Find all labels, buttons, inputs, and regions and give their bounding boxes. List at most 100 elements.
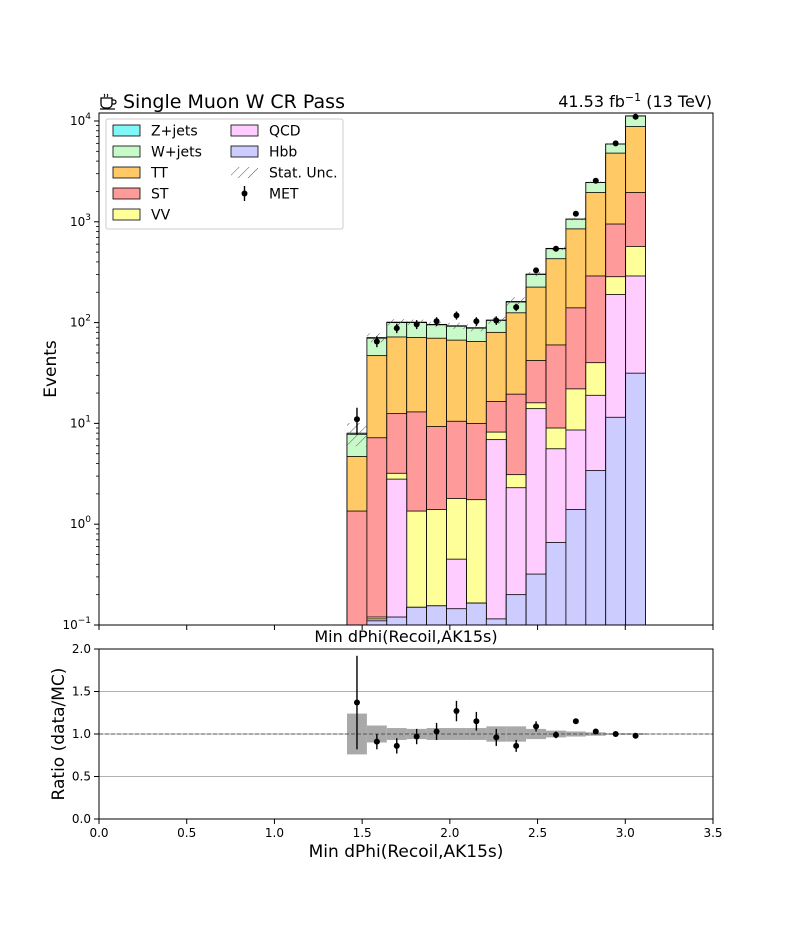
stack-bar-hbb-12	[585, 470, 607, 625]
ratio-point-13	[612, 731, 619, 737]
main-y-tick-label-0: 10−1	[62, 616, 91, 632]
ratio-x-tick-label-3: 1.5	[353, 826, 372, 840]
main-y-tick-label-5: 104	[70, 112, 91, 128]
main-y-tick-label-2: 101	[70, 414, 91, 430]
ratio-point-2	[393, 742, 400, 749]
legend-label-qcd: QCD	[269, 124, 301, 140]
data-point-11	[572, 210, 579, 217]
stat-unc-box-5	[446, 322, 467, 329]
ratio-point-1	[373, 738, 380, 745]
data-point-2	[393, 325, 400, 332]
ratio-point-9	[533, 723, 540, 730]
ratio-y-axis: 0.0 0.5 1.0 1.5 2.0	[72, 642, 99, 826]
stack-bar-hbb-5	[446, 608, 467, 625]
main-x-axis-label: Min dPhi(Recoil,AK15s)	[314, 627, 497, 646]
ratio-x-tick-label-4: 2.0	[440, 826, 459, 840]
legend-label-hbb: Hbb	[269, 145, 297, 161]
stack-bar-qcd-2	[386, 478, 408, 625]
legend-swatch-z-jets	[112, 124, 141, 137]
legend-label-st: ST	[151, 187, 169, 203]
main-y-tick-label-1: 100	[70, 515, 91, 531]
stack-bar-hbb-7	[485, 618, 507, 625]
ratio-band-box-9	[526, 728, 547, 740]
ratio-y-tick-label-1: 0.5	[72, 770, 91, 784]
legend-frame	[105, 118, 344, 230]
data-point-14	[632, 113, 639, 120]
main-y-axis-label: Events	[41, 340, 61, 398]
main-plot: 10−1 100 101 102 103 104 Events Min dPhi(Reco…	[41, 112, 714, 646]
ratio-point-11	[572, 718, 579, 725]
legend-swatch-qcd	[230, 124, 259, 137]
stack-bar-hbb-10	[545, 541, 567, 625]
stack-bar-hbb-11	[565, 509, 587, 625]
legend-swatch-stat-unc-	[231, 167, 258, 178]
ratio-x-tick-label-0: 0.0	[89, 826, 108, 840]
stat-unc-box-6	[466, 324, 487, 332]
ratio-point-12	[592, 728, 599, 735]
main-x-axis-ticks	[98, 625, 714, 630]
stack-bar-hbb-2	[386, 616, 408, 625]
ratio-point-8	[513, 742, 520, 749]
data-point-1	[373, 338, 380, 345]
legend-swatch-st	[112, 187, 141, 200]
data-point-7	[493, 317, 500, 324]
stack-bar-st-0	[346, 510, 368, 625]
legend-swatch-vv	[112, 208, 141, 221]
ratio-point-7	[493, 734, 500, 741]
stat-unc-box-8	[506, 297, 527, 307]
ratio-band-box-6	[466, 728, 487, 740]
main-y-tick-label-3: 102	[70, 314, 91, 330]
legend-swatch-tt	[112, 166, 141, 179]
ratio-x-tick-label-6: 3.0	[616, 826, 635, 840]
ratio-x-axis: 0.0 0.5 1.0 1.5 2.0 2.5 3.0 3.5	[89, 819, 723, 840]
ratio-x-tick-label-2: 1.0	[265, 826, 284, 840]
stack-bar-hbb-8	[505, 594, 527, 625]
ratio-point-14	[632, 732, 639, 739]
ratio-y-tick-label-0: 0.0	[72, 812, 91, 826]
title-area: Single Muon W CR Pass 41.53 fb−1 (13 TeV…	[100, 91, 712, 113]
stack-bar-hbb-14	[625, 372, 646, 625]
legend-label-w-jets: W+jets	[151, 145, 202, 161]
legend-swatch-w-jets	[112, 145, 141, 158]
ratio-point-10	[552, 731, 559, 738]
stack-bar-hbb-6	[466, 602, 487, 625]
stack-bar-st-1	[366, 437, 388, 625]
stack-bar-hbb-3	[406, 606, 428, 625]
data-point-8	[513, 304, 520, 311]
ratio-x-tick-label-5: 2.5	[528, 826, 547, 840]
legend-label-stat-unc-: Stat. Unc.	[269, 166, 338, 182]
stat-unc-box-2	[386, 319, 407, 326]
ratio-y-axis-label: Ratio (data/MC)	[49, 668, 69, 801]
ratio-y-tick-label-2: 1.0	[72, 727, 91, 741]
legend-label-vv: VV	[151, 208, 171, 224]
ratio-plot: 0.0 0.5 1.0 1.5 2.0 0.0 0.5 1.0 1.5 2.0 2.5 3.0 3.5…	[49, 642, 723, 862]
main-y-tick-label-4: 103	[70, 213, 91, 229]
data-point-3	[413, 321, 420, 328]
coffee-cup-icon	[100, 93, 117, 110]
data-points	[353, 113, 639, 435]
legend-swatch-hbb	[230, 145, 259, 158]
stack-bar-hbb-4	[426, 605, 447, 625]
legend-label-z-jets: Z+jets	[151, 124, 198, 140]
ratio-x-tick-label-7: 3.5	[703, 826, 722, 840]
main-y-axis: 10−1 100 101 102 103 104	[62, 112, 99, 632]
ratio-y-tick-label-4: 2.0	[72, 642, 91, 656]
stat-unc-box-11	[565, 217, 586, 221]
ratio-x-axis-label: Min dPhi(Recoil,AK15s)	[309, 842, 504, 862]
stack-histogram	[346, 115, 646, 625]
data-point-0	[353, 416, 360, 423]
data-point-13	[612, 140, 619, 147]
ratio-point-4	[433, 728, 440, 735]
data-point-10	[552, 245, 559, 252]
plot-title: Single Muon W CR Pass	[123, 91, 345, 113]
data-point-9	[533, 267, 540, 274]
legend: Z+jets W+jets TT ST VV QCD Hbb Stat. Unc. MET	[105, 118, 344, 230]
stack-bar-hbb-13	[605, 416, 627, 625]
data-point-4	[433, 318, 440, 325]
ratio-point-5	[453, 708, 460, 715]
stack-bar-hbb-1	[366, 620, 388, 625]
lumi-label: 41.53 fb−1 (13 TeV)	[558, 91, 712, 111]
stack-bar-qcd-7	[485, 439, 507, 625]
stat-unc-box-9	[526, 271, 547, 277]
